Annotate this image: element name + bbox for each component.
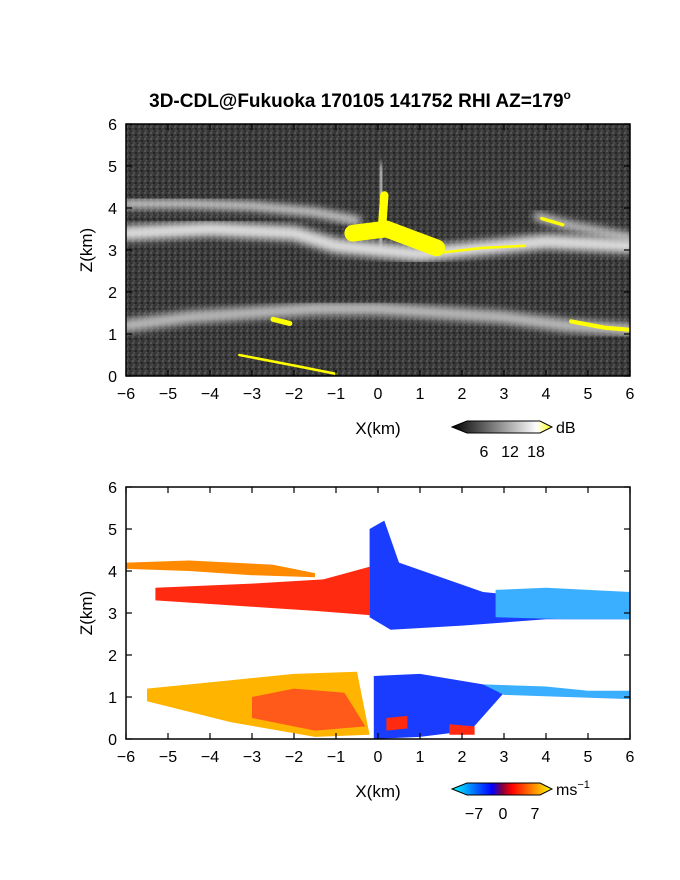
velocity-region [449, 724, 475, 735]
y-tick-label: 5 [108, 522, 117, 539]
x-tick-label: 3 [500, 386, 509, 403]
x-axis-label: X(km) [355, 782, 400, 801]
y-tick-label: 3 [108, 243, 117, 260]
x-tick-label: −5 [159, 386, 177, 403]
y-tick-label: 6 [108, 480, 117, 497]
x-tick-label: 4 [542, 386, 551, 403]
colorbar-tick-label: 12 [501, 444, 519, 461]
colorbar-unit: ms−1 [556, 779, 590, 799]
velocity-colorbar: ms−1 −7 0 7 [450, 779, 590, 823]
signal-band [126, 302, 630, 337]
colorbar-tick-label: 18 [527, 444, 545, 461]
velocity-region [155, 566, 370, 616]
velocity-region [126, 560, 315, 578]
colorbar-tick-label: 0 [499, 806, 508, 823]
y-tick-label: 3 [108, 606, 117, 623]
signal-highlight [344, 220, 446, 257]
y-tick-label: 0 [108, 732, 117, 749]
colorbar-tick-label: 7 [531, 806, 540, 823]
x-tick-label: 5 [584, 749, 593, 766]
y-tick-label: 1 [108, 690, 117, 707]
colorbar-gradient [450, 420, 554, 434]
colorbar-tick-label: −7 [465, 806, 483, 823]
x-tick-label: 5 [584, 386, 593, 403]
x-tick-label: 3 [500, 749, 509, 766]
signal-highlight [443, 244, 527, 254]
y-tick-label: 0 [108, 369, 117, 386]
signal-highlight [378, 191, 389, 230]
x-tick-label: 1 [416, 749, 425, 766]
x-tick-label: 6 [626, 749, 635, 766]
y-tick-label: 2 [108, 648, 117, 665]
velocity-region [252, 688, 366, 731]
x-tick-label: −2 [285, 386, 303, 403]
colorbar-gradient [450, 782, 554, 796]
y-axis-label: Z(km) [77, 591, 96, 635]
x-tick-label: −1 [327, 386, 345, 403]
signal-highlight [270, 316, 293, 327]
x-axis-label: X(km) [355, 419, 400, 438]
signal-highlight [569, 319, 630, 332]
x-tick-label: −6 [117, 386, 135, 403]
x-tick-label: 2 [458, 386, 467, 403]
velocity-panel: −6 −5 −4 −3 −2 −1 0 1 2 3 4 5 6 0 1 2 3 4 5 6 X(km) Z(km) m… [77, 480, 635, 823]
x-tick-label: 4 [542, 749, 551, 766]
signal-band [126, 221, 630, 262]
x-tick-label: 2 [458, 749, 467, 766]
x-tick-label: −3 [243, 386, 261, 403]
y-axis-label: Z(km) [77, 228, 96, 272]
y-tick-label: 4 [108, 201, 117, 218]
y-tick-label: 6 [108, 117, 117, 134]
x-tick-label: 1 [416, 386, 425, 403]
x-tick-label: −2 [285, 749, 303, 766]
y-tick-label: 1 [108, 327, 117, 344]
velocity-region [386, 715, 408, 731]
title-superscript: o [564, 88, 571, 102]
x-tick-label: −1 [327, 749, 345, 766]
chart-title: 3D-CDL@Fukuoka 170105 141752 RHI AZ=179o [149, 88, 571, 112]
x-tick-label: −6 [117, 749, 135, 766]
x-tick-label: −4 [201, 386, 219, 403]
x-tick-label: 0 [374, 386, 383, 403]
x-tick-label: 6 [626, 386, 635, 403]
reflectivity-colorbar: dB 6 12 18 [450, 420, 576, 461]
x-tick-label: −5 [159, 749, 177, 766]
y-tick-label: 2 [108, 285, 117, 302]
signal-highlight [540, 216, 565, 227]
signal-band [126, 199, 362, 225]
x-tick-label: −4 [201, 749, 219, 766]
y-tick-label: 5 [108, 159, 117, 176]
velocity-region [495, 587, 630, 620]
signal-highlight [238, 353, 338, 376]
y-tick-label: 4 [108, 564, 117, 581]
colorbar-tick-label: 6 [480, 444, 489, 461]
x-tick-label: 0 [374, 749, 383, 766]
x-tick-label: −3 [243, 749, 261, 766]
velocity-region [483, 684, 630, 700]
colorbar-unit: dB [556, 420, 576, 437]
